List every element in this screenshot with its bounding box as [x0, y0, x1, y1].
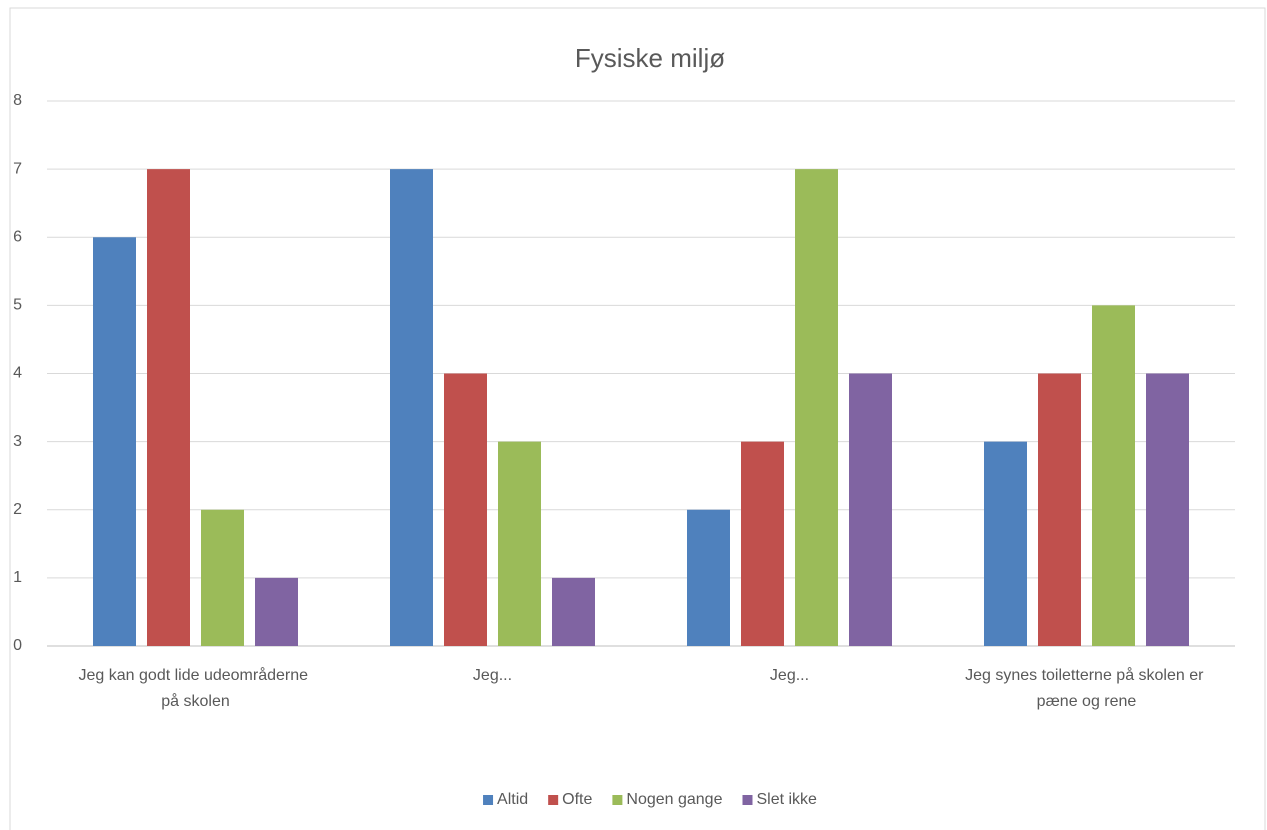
- legend-label: Nogen gange: [626, 791, 722, 808]
- bar: [849, 373, 892, 646]
- bar: [390, 169, 433, 646]
- x-tick-label: Jeg kan godt lide udeområderne på skolen: [79, 666, 313, 710]
- y-tick-label: 4: [13, 365, 22, 382]
- x-tick-label: Jeg...: [473, 667, 512, 684]
- bar: [687, 509, 730, 646]
- legend-swatch: [483, 795, 494, 805]
- bar: [255, 577, 298, 646]
- bar: [201, 509, 244, 646]
- bar: [741, 441, 784, 646]
- y-tick-label: 6: [13, 228, 22, 245]
- x-tick-label: Jeg synes toiletterne på skolen er pæne …: [965, 666, 1208, 710]
- y-tick-label: 2: [13, 501, 22, 518]
- x-tick-label: Jeg...: [770, 667, 809, 684]
- bar: [147, 169, 190, 646]
- legend-label: Altid: [497, 791, 528, 808]
- bar: [93, 237, 136, 646]
- legend-label: Ofte: [562, 791, 592, 808]
- bar: [1038, 373, 1081, 646]
- bar: [1146, 373, 1189, 646]
- legend-swatch: [548, 795, 559, 805]
- bar: [1092, 305, 1135, 646]
- y-tick-label: 7: [13, 160, 22, 177]
- y-tick-label: 0: [13, 637, 22, 654]
- bar: [498, 441, 541, 646]
- y-tick-label: 5: [13, 297, 22, 314]
- y-tick-label: 8: [13, 92, 22, 109]
- legend-swatch: [742, 795, 753, 805]
- bar: [795, 169, 838, 646]
- legend-label: Slet ikke: [756, 791, 817, 808]
- bar: [444, 373, 487, 646]
- legend-swatch: [612, 795, 623, 805]
- bar: [984, 441, 1027, 646]
- y-tick-label: 1: [13, 569, 22, 586]
- bar: [552, 577, 595, 646]
- y-tick-label: 3: [13, 433, 22, 450]
- chart-title: Fysiske miljø: [575, 43, 725, 73]
